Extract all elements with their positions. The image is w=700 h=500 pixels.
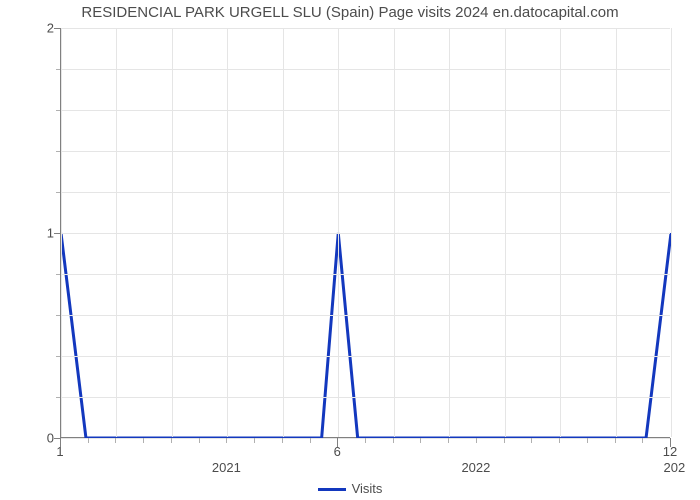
xtick-mark-minor [310,438,311,443]
xtick-mark-minor [88,438,89,443]
ytick-mark [54,233,60,234]
ytick-label: 1 [14,226,54,241]
xtick-mark-minor [615,438,616,443]
xtick-mark-minor [199,438,200,443]
legend-swatch [318,488,346,491]
grid-line-horizontal-minor [61,315,670,316]
x-year-label: 2021 [212,460,241,475]
ytick-mark-minor [56,397,60,398]
ytick-mark-minor [56,192,60,193]
xtick-mark-minor [365,438,366,443]
xtick-mark-minor [531,438,532,443]
ytick-label: 2 [14,21,54,36]
ytick-mark-minor [56,151,60,152]
legend-label: Visits [352,481,383,496]
xtick-mark-minor [420,438,421,443]
xtick-mark-minor [115,438,116,443]
xtick-mark-minor [587,438,588,443]
xtick-mark-minor [282,438,283,443]
ytick-mark-minor [56,69,60,70]
grid-line-horizontal-minor [61,356,670,357]
xtick-mark-minor [504,438,505,443]
xtick-mark-minor [393,438,394,443]
xtick-label: 1 [56,444,63,459]
xtick-label: 6 [334,444,341,459]
xtick-mark-minor [559,438,560,443]
grid-line-horizontal-minor [61,397,670,398]
grid-line-vertical [671,28,672,437]
xtick-mark-minor [143,438,144,443]
grid-line-horizontal-minor [61,151,670,152]
xtick-label: 12 [663,444,677,459]
grid-line-horizontal-minor [61,110,670,111]
xtick-mark-minor [476,438,477,443]
chart-title: RESIDENCIAL PARK URGELL SLU (Spain) Page… [0,4,700,21]
xtick-mark-minor [171,438,172,443]
grid-line-horizontal [61,28,670,29]
ytick-label: 0 [14,431,54,446]
xtick-mark-minor [448,438,449,443]
ytick-mark-minor [56,274,60,275]
xtick-mark-minor [642,438,643,443]
ytick-mark [54,28,60,29]
x-year-label: 2022 [461,460,490,475]
xtick-mark-minor [254,438,255,443]
grid-line-horizontal [61,233,670,234]
grid-line-horizontal-minor [61,274,670,275]
ytick-mark-minor [56,356,60,357]
grid-line-horizontal-minor [61,192,670,193]
xtick-mark-minor [226,438,227,443]
plot-area [60,28,670,438]
ytick-mark-minor [56,315,60,316]
grid-line-horizontal-minor [61,69,670,70]
visits-line [61,233,671,438]
ytick-mark-minor [56,110,60,111]
x-year-label: 202 [663,460,685,475]
legend: Visits [0,481,700,496]
chart-container: RESIDENCIAL PARK URGELL SLU (Spain) Page… [0,0,700,500]
